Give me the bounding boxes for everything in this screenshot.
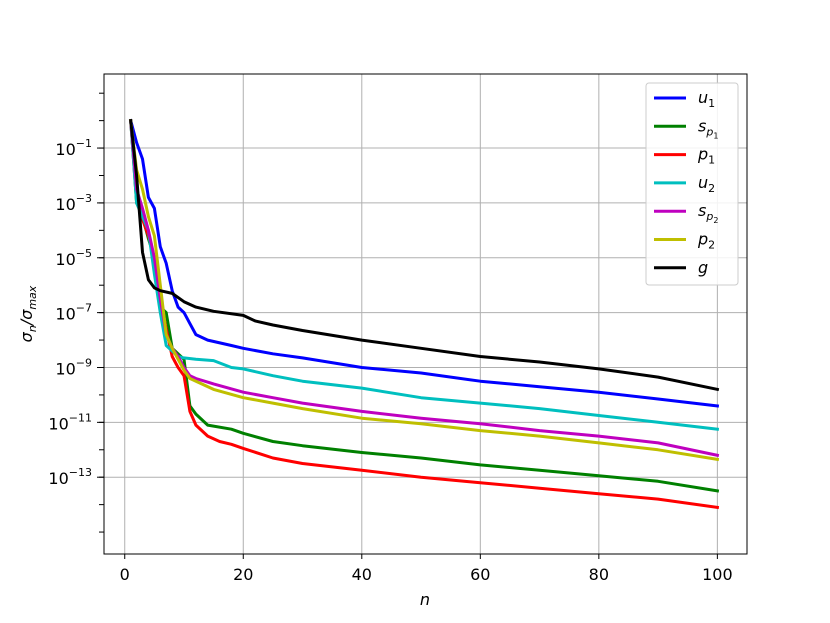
y-tick-base: 10 <box>48 469 68 488</box>
y-tick-label: 10−11 <box>48 411 92 433</box>
x-tick-label: 0 <box>120 565 130 584</box>
legend-label-sub: p <box>705 125 713 138</box>
legend-label-5: p2 <box>697 230 715 252</box>
legend-label-6: g <box>698 258 708 277</box>
legend-label-sub: 1 <box>708 97 715 110</box>
y-axis-label-sub1: n <box>26 325 39 332</box>
legend-label-3: u2 <box>698 173 715 195</box>
legend-label-main: p <box>697 230 708 249</box>
legend-label-1: sp1 <box>698 116 718 140</box>
y-tick-base: 10 <box>55 359 75 378</box>
y-tick-label: 10−5 <box>55 247 92 269</box>
y-tick-label: 10−1 <box>55 137 92 159</box>
x-tick-label: 80 <box>589 565 609 584</box>
legend-label-subsub: 2 <box>713 216 718 225</box>
y-tick-power: −13 <box>69 466 92 479</box>
y-axis-label: σn/σmax <box>17 285 39 342</box>
legend-label-main: g <box>698 258 708 277</box>
legend-label-0: u1 <box>698 88 715 110</box>
y-tick-power: −1 <box>76 137 92 150</box>
y-tick-power: −5 <box>76 247 92 260</box>
y-tick-power: −9 <box>76 356 92 369</box>
legend-label-main: u <box>698 88 708 107</box>
legend-label-subsub: 1 <box>713 131 718 140</box>
legend-label-main: s <box>698 201 706 220</box>
legend-label-main: p <box>697 145 708 164</box>
legend-label-sub: 2 <box>708 182 715 195</box>
y-tick-base: 10 <box>48 414 68 433</box>
y-tick-label: 10−9 <box>55 356 92 378</box>
series-line-0 <box>128 118 720 408</box>
plot-frame <box>103 73 748 555</box>
y-tick-base: 10 <box>55 305 75 324</box>
y-tick-power: −7 <box>76 302 92 315</box>
y-tick-label: 10−3 <box>55 192 92 214</box>
legend-box <box>645 82 739 286</box>
y-tick-base: 10 <box>55 250 75 269</box>
x-tick-label: 20 <box>233 565 253 584</box>
legend-label-2: p1 <box>697 145 715 167</box>
ticks: 0 20 40 60 80 10010−110−310−510−710−910−1110−… <box>48 92 733 584</box>
x-tick-label: 60 <box>470 565 490 584</box>
legend-label-4: sp2 <box>698 201 718 225</box>
y-tick-power: −11 <box>69 411 92 424</box>
y-tick-label: 10−13 <box>48 466 92 488</box>
legend-label-sub: p <box>705 210 713 223</box>
legend-label-sub: 2 <box>708 239 715 252</box>
series-layer <box>128 118 720 510</box>
series-line-4 <box>129 118 720 458</box>
plot-area <box>104 74 747 554</box>
legend-label-main: s <box>698 116 706 135</box>
legend-label-sub: 1 <box>708 154 715 167</box>
x-axis-label: n <box>420 590 430 609</box>
y-tick-base: 10 <box>55 140 75 159</box>
y-axis-label-sub2: max <box>26 285 39 309</box>
series-line-6 <box>129 118 720 392</box>
x-tick-label: 40 <box>352 565 372 584</box>
series-line-3 <box>129 118 720 431</box>
y-tick-base: 10 <box>55 195 75 214</box>
y-axis-label-slash: /σ <box>17 309 36 327</box>
series-line-5 <box>129 118 720 462</box>
x-tick-label: 100 <box>702 565 733 584</box>
y-axis-label-main: σ <box>17 331 36 342</box>
legend-label-main: u <box>698 173 708 192</box>
y-tick-label: 10−7 <box>55 302 92 324</box>
y-tick-power: −3 <box>76 192 92 205</box>
